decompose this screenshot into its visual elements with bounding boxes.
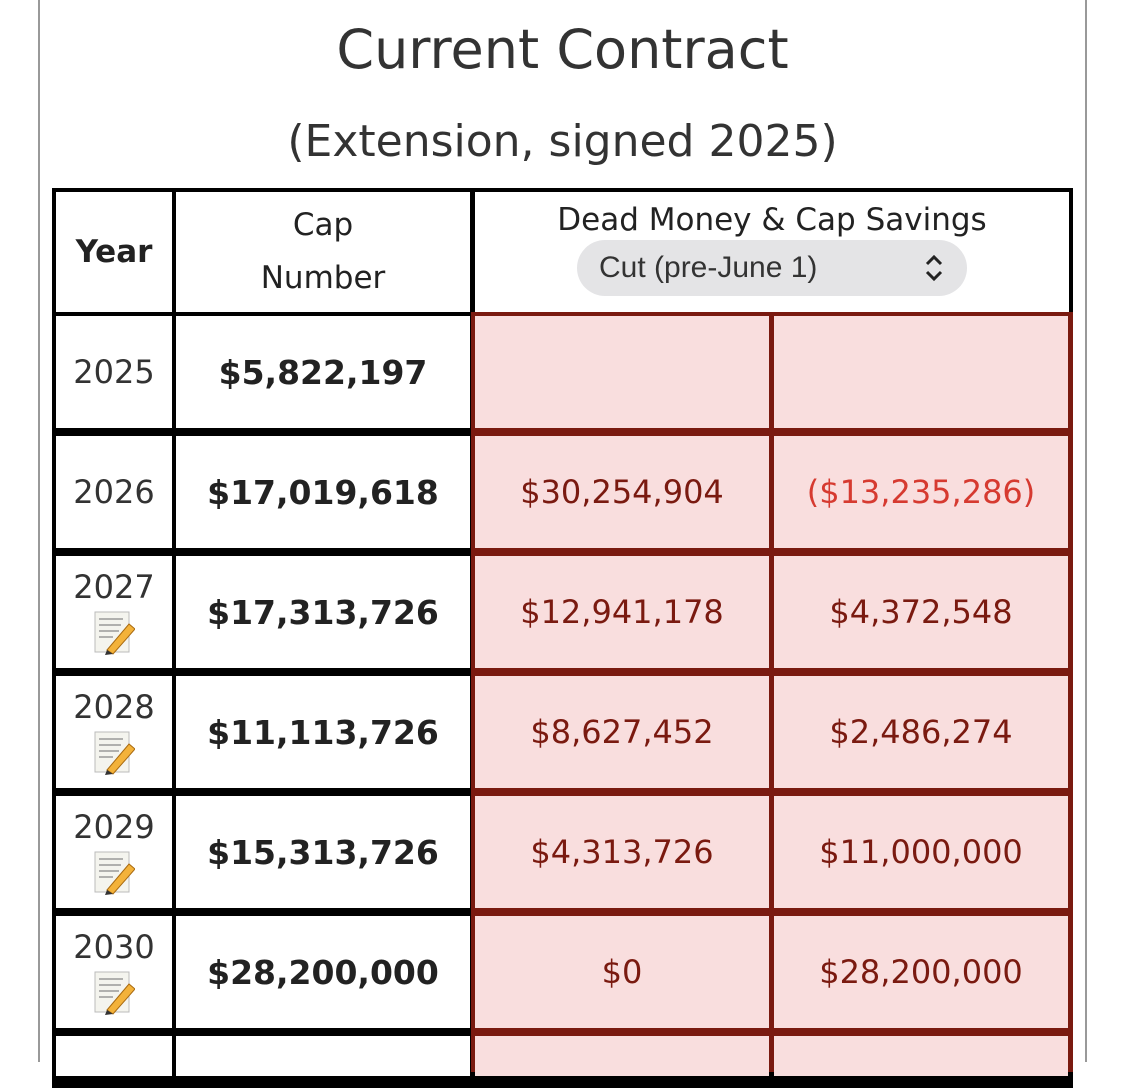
cell (176, 1036, 470, 1076)
cap-savings: $28,200,000 (774, 916, 1068, 1028)
cell (475, 1036, 769, 1076)
cap-savings: $4,372,548 (774, 556, 1068, 668)
cap-savings: $2,486,274 (774, 676, 1068, 788)
dead-money: $30,254,904 (475, 436, 769, 548)
title: Current Contract (336, 18, 789, 81)
cap-number-text: $11,113,726 (207, 712, 439, 752)
note-icon (94, 851, 135, 895)
cap-number-text: $28,200,000 (207, 952, 439, 992)
cap-number-text: $5,822,197 (218, 352, 428, 392)
year-cell: 2026 (56, 436, 172, 548)
cap-savings-text: $28,200,000 (819, 953, 1023, 991)
dead-money-text: $30,254,904 (520, 473, 724, 511)
cap-savings: ($13,235,286) (774, 436, 1068, 548)
year-cell-text: 2026 (73, 473, 155, 511)
cap-savings-text: $11,000,000 (819, 833, 1023, 871)
dead-money: $4,313,726 (475, 796, 769, 908)
cap-number: $15,313,726 (176, 796, 470, 908)
cap-number: $11,113,726 (176, 676, 470, 788)
dead-money: $0 (475, 916, 769, 1028)
page-frame (38, 0, 1087, 1062)
select-arrows (925, 254, 943, 282)
cell (56, 1036, 172, 1076)
dead-money (475, 316, 769, 428)
cap-savings-text: $2,486,274 (829, 713, 1013, 751)
year-cell-text: 2027 (73, 568, 155, 606)
dead-money-text: $8,627,452 (530, 713, 714, 751)
dead-money-text: $0 (601, 953, 643, 991)
dead-money: $8,627,452 (475, 676, 769, 788)
note-icon (94, 971, 135, 1015)
note-icon (94, 611, 135, 655)
cap-savings-text: ($13,235,286) (806, 473, 1036, 511)
header-dead-label: Dead Money & Cap Savings (557, 202, 987, 238)
year-cell: 2030 (56, 916, 172, 1028)
year-cell-text: 2030 (73, 928, 155, 966)
year-cell-text: 2029 (73, 808, 155, 846)
subtitle: (Extension, signed 2025) (287, 116, 838, 167)
year-cell: 2027 (56, 556, 172, 668)
dead-money-text: $4,313,726 (530, 833, 714, 871)
header-cap: Cap Number (176, 192, 470, 312)
cap-savings (774, 316, 1068, 428)
year-cell-text: 2025 (73, 353, 155, 391)
year-cell: 2025 (56, 316, 172, 428)
year-cell: 2028 (56, 676, 172, 788)
header-dead: Dead Money & Cap Savings Cut (pre-June 1… (475, 192, 1069, 312)
cap-number: $17,019,618 (176, 436, 470, 548)
cap-savings-text: $4,372,548 (829, 593, 1013, 631)
dead-money: $12,941,178 (475, 556, 769, 668)
year-cell-text: 2028 (73, 688, 155, 726)
cap-number: $17,313,726 (176, 556, 470, 668)
cap-number: $28,200,000 (176, 916, 470, 1028)
scenario-select[interactable]: Cut (pre-June 1) (577, 240, 967, 296)
cap-number-text: $15,313,726 (207, 832, 439, 872)
cap-number: $5,822,197 (176, 316, 470, 428)
page: Current Contract (Extension, signed 2025… (38, 0, 1087, 1088)
year-cell: 2029 (56, 796, 172, 908)
note-icon (94, 731, 135, 775)
scenario-value: Cut (pre-June 1) (599, 251, 818, 284)
header-year: Year (56, 192, 172, 312)
cap-number-text: $17,019,618 (207, 472, 439, 512)
dead-money-text: $12,941,178 (520, 593, 724, 631)
cell (774, 1036, 1068, 1076)
cap-number-text: $17,313,726 (207, 592, 439, 632)
cap-savings: $11,000,000 (774, 796, 1068, 908)
